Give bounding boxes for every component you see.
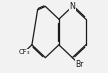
- Text: CF₃: CF₃: [19, 49, 30, 55]
- Text: N: N: [69, 2, 75, 11]
- Text: Br: Br: [75, 60, 83, 69]
